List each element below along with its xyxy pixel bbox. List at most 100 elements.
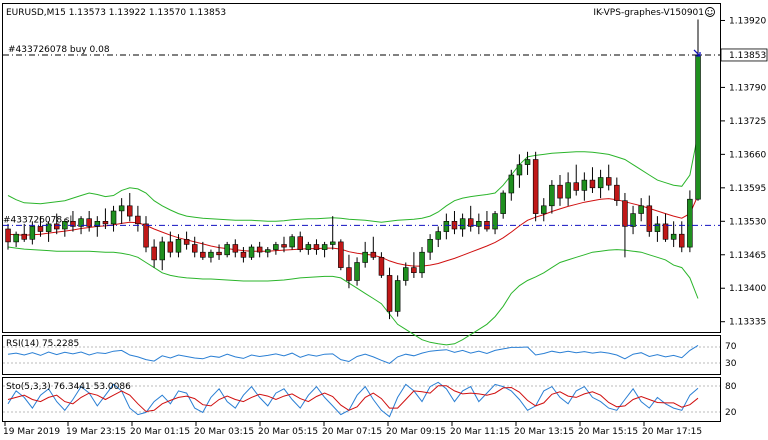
candle (695, 19, 701, 201)
price-label: 1.13790 (729, 83, 766, 93)
candle (159, 236, 166, 271)
candle-body (118, 205, 125, 212)
candle (232, 239, 239, 258)
candle (687, 190, 693, 253)
candle-body (102, 221, 109, 225)
indicator-name: IK-VPS-graphes-V150901 (593, 8, 704, 18)
candle (289, 234, 295, 250)
candle-body (289, 236, 295, 248)
candle (175, 234, 182, 258)
candle (467, 205, 474, 232)
candle-body (248, 246, 255, 258)
bollinger-bands (7, 133, 699, 346)
price-label: 1.13595 (729, 184, 766, 194)
candle-body (476, 221, 482, 227)
candle-body (127, 205, 133, 217)
candle-body (687, 198, 693, 248)
rsi-level-30-label: 30 (725, 359, 737, 369)
price-label: 1.13530 (729, 217, 766, 227)
candle (313, 239, 320, 255)
smiley-icon (705, 7, 715, 17)
candle-body (232, 244, 239, 253)
candle-body (86, 218, 92, 227)
price-label: 1.13725 (729, 117, 766, 127)
price-pane[interactable] (2, 3, 721, 333)
current-price-box (720, 48, 768, 62)
price-label: 1.13920 (729, 16, 766, 26)
candle (86, 210, 92, 232)
rsi-series-line (7, 344, 699, 364)
candle-body (581, 179, 588, 191)
candle-body (467, 218, 474, 227)
candle-body (662, 223, 669, 240)
candle (622, 192, 628, 258)
candle-body (208, 251, 214, 258)
candle (200, 241, 206, 260)
buy-order-label: #433726078 buy 0.08 (8, 45, 110, 55)
candle-body (53, 223, 60, 230)
candle-body (21, 233, 27, 240)
candle (476, 213, 482, 235)
candle-body (281, 244, 287, 248)
candle-body (540, 205, 547, 214)
candle-body (264, 249, 271, 253)
candle (208, 249, 214, 263)
candle (565, 172, 571, 206)
candle-body (29, 226, 36, 240)
candle (670, 221, 677, 248)
candle-body (297, 236, 303, 250)
candle (492, 210, 498, 235)
candle (45, 221, 52, 242)
candle (305, 241, 312, 255)
candle (443, 213, 450, 240)
candle (630, 205, 636, 235)
candle-body (646, 205, 653, 232)
rsi-label: RSI(14) 75.2285 (6, 339, 79, 349)
candle-body (200, 251, 206, 258)
time-label: 20 Mar 01:15 (130, 427, 190, 437)
candle-body (500, 192, 506, 214)
stoch-pane[interactable] (2, 377, 721, 422)
stochastic-lines (7, 381, 699, 418)
time-axis: 19 Mar 2019 19 Mar 23:15 20 Mar 01:15 20 Ma… (3, 422, 702, 437)
candle-body (557, 184, 563, 199)
candle (419, 247, 425, 278)
candle-body (354, 262, 360, 281)
candle-body (638, 205, 644, 214)
candle-body (151, 246, 157, 261)
candle-body (78, 218, 84, 227)
candle-body (362, 251, 368, 263)
candle-body (329, 241, 336, 245)
candle-body (192, 244, 198, 253)
candle-body (678, 233, 685, 248)
candle (654, 216, 661, 242)
bollinger-upper-line (7, 133, 699, 223)
candle-body (273, 244, 279, 250)
candle (21, 223, 27, 242)
time-label: 20 Mar 09:15 (386, 427, 446, 437)
candle (411, 252, 417, 278)
time-label: 20 Mar 07:15 (322, 427, 382, 437)
candle (394, 275, 401, 317)
candle (435, 226, 441, 248)
candle (321, 241, 328, 258)
candle-body (695, 54, 701, 200)
bollinger-lower-line (7, 246, 699, 346)
candle (248, 244, 255, 260)
candle-body (110, 210, 117, 225)
candle (614, 177, 620, 206)
candle-body (573, 182, 579, 191)
candle (646, 195, 653, 237)
candle-body (524, 159, 531, 165)
stop-loss-label: #433726078 sl (3, 215, 72, 225)
candle (102, 208, 109, 230)
stoch-label: Sto(5,3,3) 76.3441 53.0086 (6, 382, 131, 392)
candle (281, 236, 287, 253)
time-label: 20 Mar 17:15 (642, 427, 702, 437)
candle-body (411, 267, 417, 274)
price-label: 1.13853 (729, 51, 766, 61)
candle (273, 241, 279, 255)
candle-body (256, 246, 263, 253)
candle (573, 164, 579, 196)
